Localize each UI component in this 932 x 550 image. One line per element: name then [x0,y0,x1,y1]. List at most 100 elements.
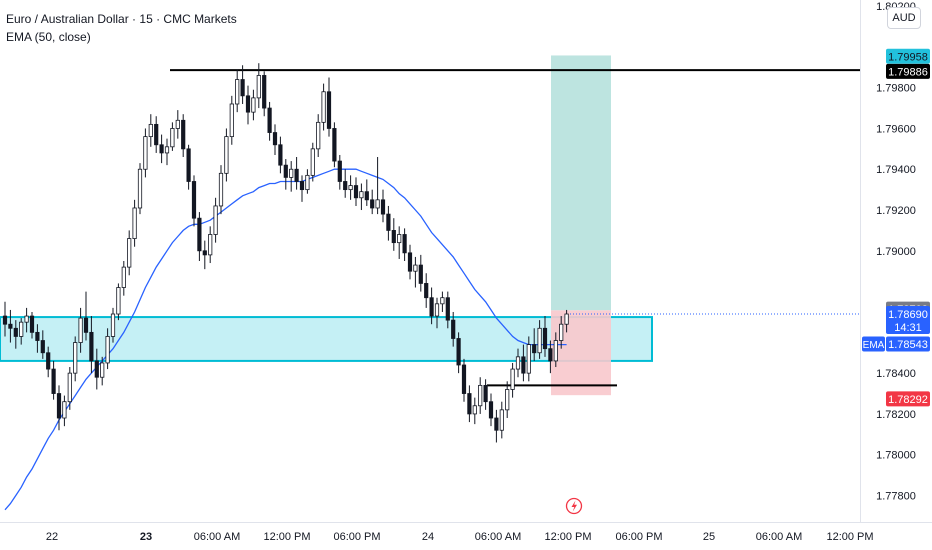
candle-body [272,132,278,146]
candle [494,409,499,443]
candle-body [154,123,159,146]
candle-body [186,148,191,182]
candle [235,69,240,113]
time-tick-label: 06:00 PM [615,531,662,543]
price-tick-label: 1.79200 [876,205,916,217]
candle-body [537,327,542,354]
candle-body [316,121,321,150]
candle-body [310,148,315,176]
price-tags: 1.799581.798861.787081.7869014:31EMA1.78… [862,48,930,407]
candle-body [175,119,180,129]
candle [110,307,116,343]
candle-body [56,393,62,419]
candle-body [262,75,267,109]
candle-body [548,348,553,362]
candle-body [483,384,488,403]
candle [229,95,234,145]
candle-body [159,144,164,154]
candle-body [321,91,326,123]
candle [67,367,72,410]
candle [245,85,251,125]
candle [19,318,24,345]
candle-body [434,303,440,317]
candle-body [278,144,283,166]
candle [499,401,504,439]
candle-body [380,199,386,215]
candle-body [121,266,126,288]
candle [35,324,40,353]
candle-body [429,297,434,317]
alert-icon[interactable] [565,497,583,515]
candle [2,301,8,337]
candle [467,385,472,423]
candle-body [181,119,186,150]
candle-body [51,368,56,394]
ema-value-tag-bg [886,336,930,352]
symbol-title[interactable]: Euro / Australian Dollar · 15 · CMC Mark… [6,12,237,26]
candle-body [332,128,337,162]
candle-body [29,315,35,333]
candle [294,157,299,190]
candle [456,332,461,374]
candle-body [40,340,45,354]
candle [521,344,526,382]
chart-legend: Euro / Australian Dollar · 15 · CMC Mark… [6,10,237,46]
candle-body [197,217,202,252]
candle [127,230,132,276]
candle [413,256,418,288]
currency-button[interactable]: AUD [887,7,921,29]
price-tick-label: 1.78000 [876,450,916,462]
candle [137,163,143,215]
candle-body [46,352,51,370]
candle-body [467,393,472,415]
ema-label-bg [862,336,885,352]
time-tick-label: 06:00 AM [194,531,240,543]
candle [29,311,35,339]
candle-body [461,364,467,394]
candle-body [505,389,510,411]
candle-body [337,160,342,182]
target-price-tag: 1.79958 [886,48,930,64]
candle-body [326,91,332,129]
candle-body [456,338,461,366]
candle [337,154,342,190]
last-price-bg [886,306,930,335]
candle-body [35,331,40,341]
candle [143,128,148,178]
candle [73,336,78,382]
price-tick-label: 1.78400 [876,368,916,380]
candle [418,254,423,292]
stop-price-tag: 1.78292 [886,391,930,407]
candle-body [440,297,445,305]
resistance-price-tag: 1.79886 [886,63,930,79]
candle-body [148,123,153,138]
candle-body [294,168,299,182]
drawing-lines[interactable] [170,69,860,387]
ema-value-tag-text: 1.78543 [888,339,928,351]
time-tick-label: 22 [46,531,58,543]
ema-price-tag: EMA [862,336,885,352]
candle [289,161,294,192]
candle-body [245,95,251,113]
price-axis[interactable]: 1.802001.798001.796001.794001.792001.790… [876,1,916,502]
candle-body [267,107,272,133]
candle [13,320,18,349]
candle [121,261,126,296]
ema-value-tag: 1.78543 [886,336,930,352]
candle-body [83,317,89,333]
candle-body [73,342,78,374]
candle-body [110,313,116,337]
candle [40,330,45,359]
resistance-price-tag-bg [886,63,930,79]
time-axis[interactable]: 22 23 06:00 AM 12:00 PM 06:00 PM 24 06:00 AM 12… [46,531,874,543]
candle [202,240,207,270]
candle-body [418,264,423,284]
candle [170,122,175,151]
ema-indicator-label[interactable]: EMA (50, close) [6,30,91,44]
candle-body [397,234,402,244]
candle [359,183,364,211]
candle [132,199,137,247]
candle [278,136,283,174]
